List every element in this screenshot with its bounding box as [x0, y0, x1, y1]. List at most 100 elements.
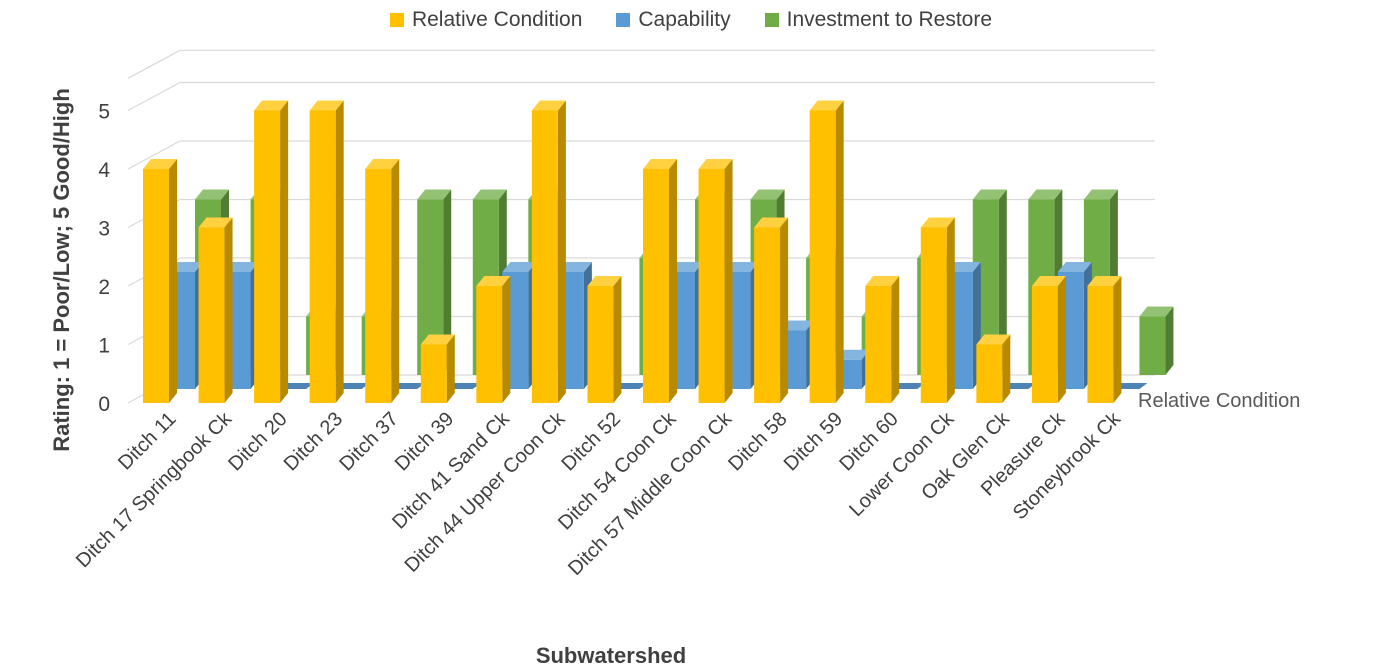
bar-top	[669, 262, 703, 272]
bar-relative-condition	[643, 169, 669, 403]
bar-capability	[280, 383, 315, 389]
bar-side	[1113, 276, 1122, 403]
bar-side	[1165, 306, 1174, 375]
y-tick-label: 4	[98, 159, 110, 182]
bar-relative-condition	[476, 286, 503, 403]
bar-top	[1087, 276, 1122, 286]
bar-top	[472, 189, 507, 200]
bar-capability	[1002, 383, 1037, 389]
legend-label-capability: Capability	[638, 8, 731, 31]
bar-capability	[891, 383, 926, 389]
bar-side	[446, 334, 455, 403]
y-tick-label: 2	[98, 276, 110, 299]
x-tick-label: Ditch 23	[280, 408, 347, 475]
bar-side	[557, 100, 566, 403]
x-axis-title: Subwatershed	[535, 643, 687, 668]
bar-top	[946, 262, 981, 272]
bar-top	[724, 262, 759, 272]
bar-top	[698, 159, 733, 169]
bar-side	[224, 217, 233, 403]
bar-top	[920, 217, 955, 228]
bar-relative-condition	[809, 110, 836, 403]
bar-top	[1028, 189, 1063, 200]
bar-top	[143, 159, 177, 169]
bar-capability	[613, 383, 648, 389]
legend: Relative Condition Capability Investment…	[0, 8, 1382, 32]
bar-top	[976, 334, 1011, 345]
bar-side	[946, 217, 955, 403]
bar-side	[891, 276, 900, 403]
bar-relative-condition	[920, 227, 947, 403]
y-tick-label: 5	[98, 101, 110, 124]
bar-capability	[391, 383, 426, 389]
bar-side	[502, 276, 511, 403]
y-tick-label: 1	[98, 335, 110, 358]
y-axis-title: Rating: 1 = Poor/Low; 5 Good/High	[49, 88, 74, 452]
bar-investment-to-restore	[1139, 316, 1166, 375]
legend-swatch-investment	[764, 13, 779, 27]
legend-swatch-relative-condition	[389, 13, 404, 27]
bar-side	[280, 100, 289, 403]
bar-top	[254, 100, 289, 111]
bar-top	[1031, 276, 1066, 286]
bar-relative-condition	[1087, 286, 1114, 403]
bar-top	[1083, 189, 1118, 200]
legend-item-capability: Capability	[616, 8, 731, 32]
bar-top	[365, 159, 400, 169]
bar-relative-condition	[365, 169, 392, 403]
bar-side	[169, 159, 177, 403]
bar-top	[195, 189, 229, 200]
bar-side	[613, 276, 622, 403]
bar-top	[502, 262, 537, 272]
gridline-side	[127, 140, 181, 170]
bar-top	[750, 189, 785, 200]
bar-relative-condition	[754, 227, 781, 403]
bar-top	[198, 217, 233, 228]
depth-axis-label: Relative Condition	[1138, 390, 1301, 412]
bar-side	[443, 189, 452, 375]
bar-relative-condition	[309, 110, 336, 403]
bar-side	[835, 100, 844, 403]
legend-swatch-capability	[616, 13, 631, 27]
bar-top	[809, 100, 844, 111]
bar-relative-condition	[198, 227, 225, 403]
bar-top	[476, 276, 511, 286]
bar-side	[998, 189, 1007, 375]
bar-top	[835, 349, 870, 360]
bar-side	[1057, 276, 1066, 403]
bar-capability	[446, 383, 481, 389]
bar-relative-condition	[976, 344, 1003, 403]
bar-top	[417, 189, 452, 200]
legend-item-relative-condition: Relative Condition	[389, 8, 583, 32]
bar-relative-condition	[254, 110, 281, 403]
bar-relative-condition	[420, 344, 447, 403]
legend-label-investment: Investment to Restore	[786, 8, 993, 31]
legend-item-investment: Investment to Restore	[764, 8, 993, 32]
legend-label-relative-condition: Relative Condition	[411, 8, 583, 31]
bar-relative-condition	[698, 169, 725, 403]
bar-side	[335, 100, 344, 403]
bar-capability	[335, 383, 370, 389]
gridline-side	[127, 49, 181, 79]
bar-top	[972, 189, 1007, 200]
gridline-side	[127, 81, 181, 112]
bar-top	[754, 217, 789, 228]
bar-relative-condition	[143, 169, 169, 403]
x-tick-label: Ditch 59	[780, 408, 847, 475]
bar-relative-condition	[1031, 286, 1058, 403]
x-tick-label: Ditch 58	[724, 408, 791, 475]
bar-top	[557, 262, 592, 272]
bar-side	[1002, 334, 1011, 403]
bar-side	[391, 159, 400, 403]
bar-top	[780, 320, 815, 331]
bar-top	[169, 262, 203, 272]
x-tick-label: Ditch 20	[224, 408, 291, 475]
bar-side	[780, 217, 789, 403]
bar-relative-condition	[865, 286, 892, 403]
bar-top	[643, 159, 677, 169]
bar-relative-condition	[531, 110, 558, 403]
bar-top	[531, 100, 566, 111]
bar-top	[865, 276, 900, 286]
bar-capability	[1113, 383, 1148, 389]
